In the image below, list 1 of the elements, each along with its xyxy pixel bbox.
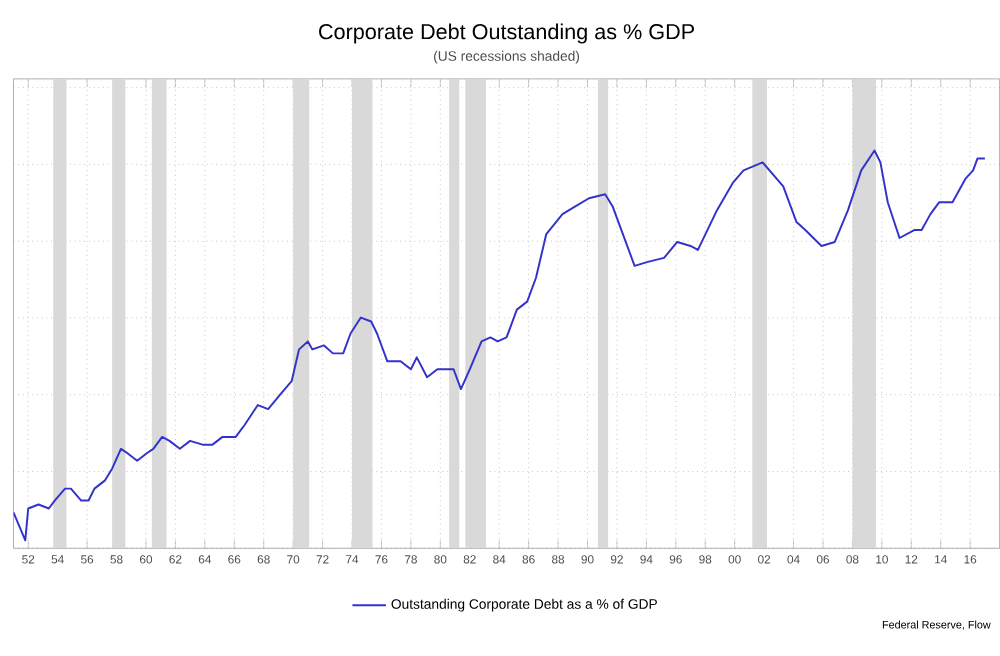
chart-title: Corporate Debt Outstanding as % GDP — [319, 23, 694, 44]
